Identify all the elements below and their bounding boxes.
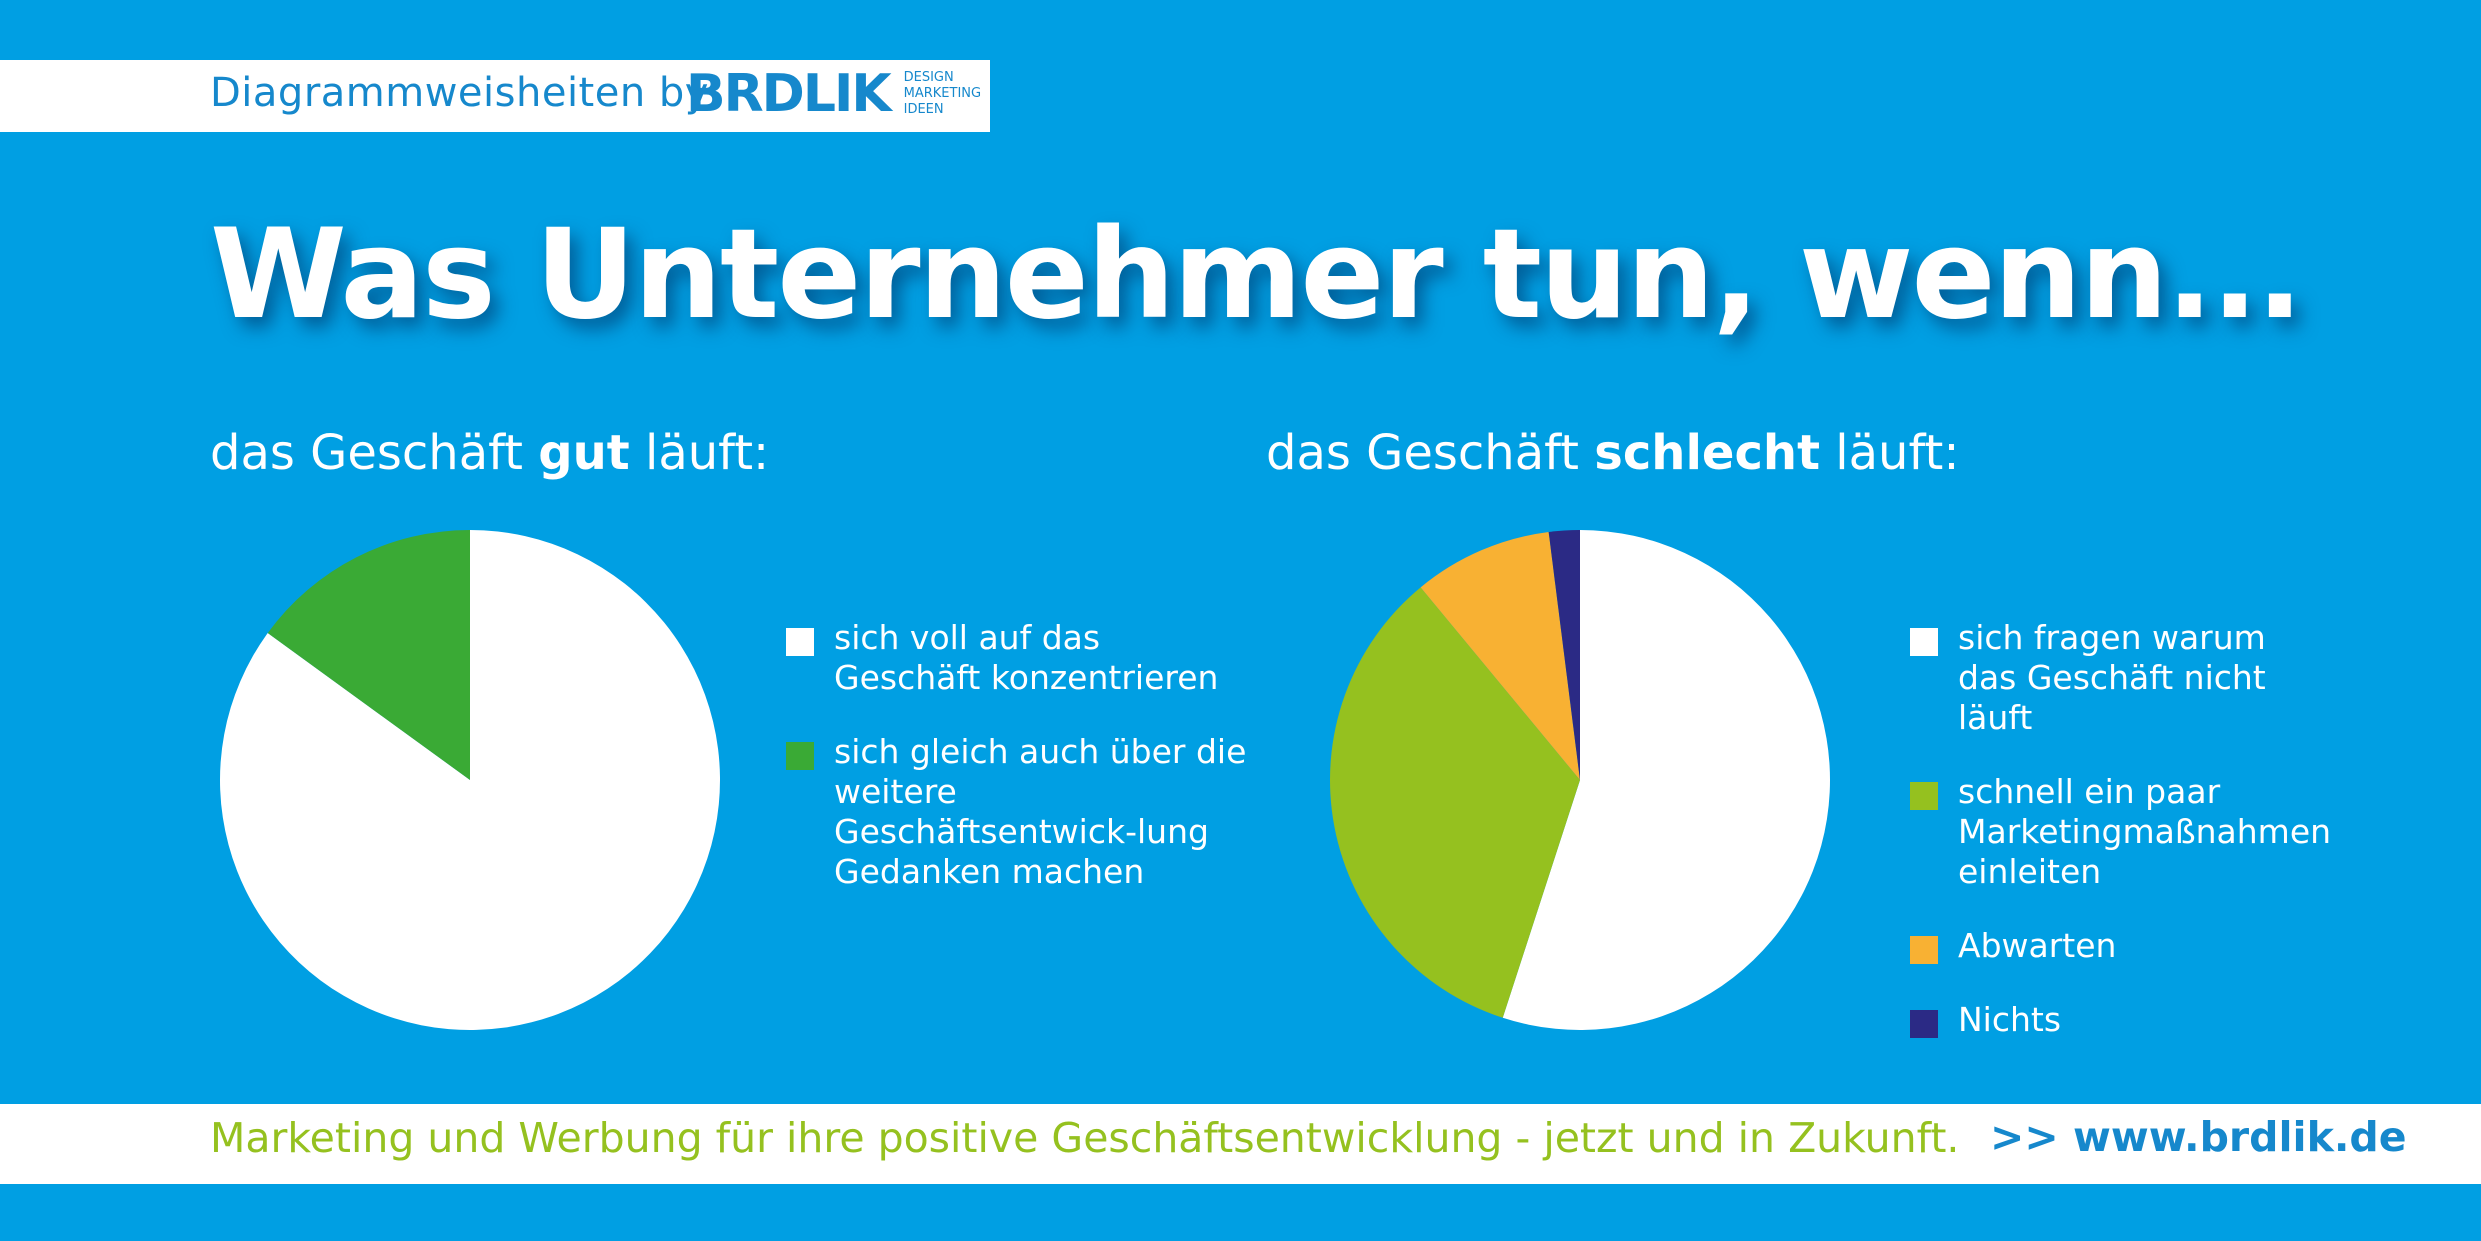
- pie-slice: [219, 530, 720, 1030]
- logo-tagline-line: MARKETING: [903, 86, 982, 101]
- chart-title-prefix: das Geschäft: [210, 425, 523, 481]
- pie-chart-bad: [1330, 530, 1830, 1030]
- chart-title-emphasis: schlecht: [1594, 425, 1821, 481]
- logo-tagline: DESIGN MARKETING IDEEN: [904, 70, 981, 118]
- legend-label: Abwarten: [1958, 926, 2117, 965]
- logo-tagline-line: IDEEN: [903, 102, 944, 117]
- logo-tagline-line: DESIGN: [903, 70, 954, 85]
- legend-swatch: [786, 742, 814, 770]
- website-link[interactable]: >> www.brdlik.de: [1990, 1113, 2407, 1161]
- legend-label: sich gleich auch über die weitere Geschä…: [834, 732, 1247, 891]
- legend-swatch: [1910, 782, 1938, 810]
- legend-item: Nichts: [1910, 1000, 2330, 1040]
- chart-title-bad: das Geschäft schlecht läuft:: [1266, 425, 1960, 481]
- pie-slice: [1502, 530, 1830, 1030]
- legend-item: Abwarten: [1910, 926, 2330, 966]
- header-bar: [0, 60, 990, 132]
- chart-title-good: das Geschäft gut läuft:: [210, 425, 769, 481]
- footer-tagline: Marketing und Werbung für ihre positive …: [210, 1114, 1960, 1162]
- brdlik-logo[interactable]: BRDLIK DESIGN MARKETING IDEEN: [686, 68, 981, 120]
- pie-slice: [1420, 531, 1580, 780]
- legend-item: sich fragen warum das Geschäft nicht läu…: [1910, 618, 2330, 738]
- logo-wordmark: BRDLIK: [686, 64, 892, 124]
- pie-slice: [1330, 587, 1580, 1018]
- legend-bad: sich fragen warum das Geschäft nicht läu…: [1910, 618, 2332, 1074]
- pie-slice: [1548, 530, 1580, 780]
- legend-label: sich voll auf das Geschäft konzentrieren: [834, 618, 1219, 697]
- legend-label: sich fragen warum das Geschäft nicht läu…: [1958, 618, 2266, 737]
- legend-label: schnell ein paar Marketingmaßnahmen einl…: [1958, 772, 2332, 891]
- legend-swatch: [1910, 628, 1938, 656]
- chart-title-emphasis: gut: [538, 425, 630, 481]
- chart-title-suffix: läuft:: [1835, 425, 1960, 481]
- legend-swatch: [1910, 1010, 1938, 1038]
- legend-good: sich voll auf das Geschäft konzentrieren…: [786, 618, 1256, 926]
- legend-item: sich voll auf das Geschäft konzentrieren: [786, 618, 1256, 698]
- footer-bar: [0, 1104, 2481, 1184]
- legend-label: Nichts: [1958, 1000, 2062, 1039]
- pie-chart-good: [219, 530, 720, 1030]
- legend-swatch: [786, 628, 814, 656]
- header-text: Diagrammweisheiten by: [210, 70, 709, 116]
- chart-title-suffix: läuft:: [645, 425, 770, 481]
- chart-title-prefix: das Geschäft: [1266, 425, 1579, 481]
- page-title: Was Unternehmer tun, wenn...: [210, 203, 2303, 347]
- legend-item: sich gleich auch über die weitere Geschä…: [786, 732, 1256, 892]
- legend-item: schnell ein paar Marketingmaßnahmen einl…: [1910, 772, 2332, 892]
- legend-swatch: [1910, 936, 1938, 964]
- pie-slice: [267, 530, 470, 780]
